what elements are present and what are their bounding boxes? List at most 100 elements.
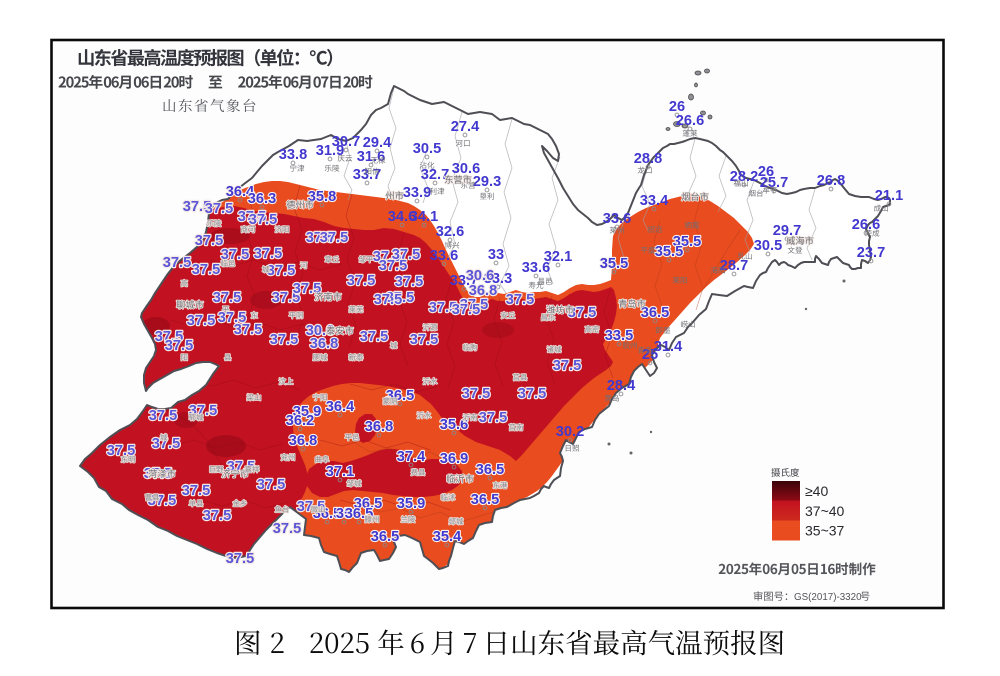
svg-text:35.5: 35.5 — [673, 234, 701, 250]
svg-text:27.4: 27.4 — [451, 119, 480, 135]
svg-text:37.5: 37.5 — [234, 322, 262, 338]
svg-text:37.5: 37.5 — [152, 436, 180, 452]
svg-text:35: 35 — [336, 506, 352, 522]
svg-text:37.5: 37.5 — [460, 297, 488, 313]
svg-text:37.5: 37.5 — [374, 292, 402, 308]
svg-text:28.2: 28.2 — [730, 169, 758, 185]
svg-text:35~37: 35~37 — [805, 523, 845, 539]
svg-text:28.8: 28.8 — [634, 151, 662, 167]
svg-text:26.6: 26.6 — [852, 217, 880, 233]
svg-text:35.8: 35.8 — [308, 189, 336, 205]
svg-text:33.8: 33.8 — [279, 147, 307, 163]
svg-text:33.5: 33.5 — [605, 328, 633, 344]
svg-text:26.6: 26.6 — [676, 113, 704, 129]
svg-text:37.5: 37.5 — [568, 305, 596, 321]
svg-text:31.6: 31.6 — [357, 149, 385, 165]
svg-text:30.6: 30.6 — [452, 161, 480, 177]
svg-text:36.8: 36.8 — [365, 419, 393, 435]
svg-text:37.5: 37.5 — [452, 302, 480, 318]
svg-text:32.1: 32.1 — [544, 249, 572, 265]
svg-text:34.6: 34.6 — [388, 209, 416, 225]
svg-text:37.5: 37.5 — [320, 230, 348, 246]
svg-text:37.5: 37.5 — [249, 212, 277, 228]
svg-text:30.6: 30.6 — [466, 268, 494, 284]
svg-text:35.6: 35.6 — [440, 417, 468, 433]
svg-text:29.4: 29.4 — [363, 135, 392, 151]
svg-text:36.8: 36.8 — [469, 283, 497, 299]
svg-text:37.5: 37.5 — [257, 477, 285, 493]
svg-text:≥40: ≥40 — [805, 483, 828, 499]
svg-text:33.6: 33.6 — [603, 211, 631, 227]
svg-text:28.7: 28.7 — [720, 258, 748, 274]
svg-text:37.5: 37.5 — [218, 310, 246, 326]
svg-text:37.5: 37.5 — [203, 508, 231, 524]
svg-text:31.4: 31.4 — [654, 339, 683, 355]
svg-text:37.5: 37.5 — [187, 313, 215, 329]
svg-text:33: 33 — [488, 247, 504, 263]
svg-text:35.5: 35.5 — [655, 244, 683, 260]
svg-text:25: 25 — [642, 347, 658, 363]
svg-text:34.1: 34.1 — [410, 209, 438, 225]
svg-text:37.5: 37.5 — [306, 230, 334, 246]
svg-text:37.5: 37.5 — [386, 290, 414, 306]
svg-text:37.5: 37.5 — [205, 201, 233, 217]
svg-text:36.5: 36.5 — [476, 462, 504, 478]
svg-text:33.6: 33.6 — [522, 260, 550, 276]
svg-text:36.5: 36.5 — [471, 492, 499, 508]
svg-text:21.1: 21.1 — [875, 188, 903, 204]
svg-text:37.5: 37.5 — [429, 300, 457, 316]
svg-text:37.5: 37.5 — [273, 521, 301, 537]
svg-text:37.5: 37.5 — [183, 199, 211, 215]
svg-text:35.9: 35.9 — [293, 404, 321, 420]
svg-text:26: 26 — [669, 99, 685, 115]
svg-text:37.5: 37.5 — [221, 247, 249, 263]
svg-text:37.5: 37.5 — [254, 246, 282, 262]
svg-text:37.5: 37.5 — [506, 292, 534, 308]
svg-text:37.5: 37.5 — [553, 358, 581, 374]
svg-text:37.5: 37.5 — [392, 247, 420, 263]
svg-text:33.4: 33.4 — [640, 193, 669, 209]
svg-text:36.5: 36.5 — [354, 496, 382, 512]
svg-text:33.3: 33.3 — [484, 271, 512, 287]
svg-text:37.5: 37.5 — [347, 273, 375, 289]
svg-text:37.5: 37.5 — [373, 249, 401, 265]
svg-text:37.5: 37.5 — [226, 551, 254, 567]
svg-text:29.7: 29.7 — [773, 223, 801, 239]
svg-text:35.4: 35.4 — [433, 529, 462, 545]
svg-text:30.7: 30.7 — [332, 134, 360, 150]
svg-text:GS(2017)-3320: GS(2017)-3320 — [794, 592, 862, 603]
svg-text:32.6: 32.6 — [436, 224, 464, 240]
svg-text:37.5: 37.5 — [195, 233, 223, 249]
svg-text:35.5: 35.5 — [600, 256, 628, 272]
svg-text:37.5: 37.5 — [410, 332, 438, 348]
svg-text:29.3: 29.3 — [473, 174, 501, 190]
svg-text:37.5: 37.5 — [155, 329, 183, 345]
svg-text:33.7: 33.7 — [450, 273, 478, 289]
svg-text:36.5: 36.5 — [371, 529, 399, 545]
svg-text:25.7: 25.7 — [760, 175, 788, 191]
svg-text:37.5: 37.5 — [182, 483, 210, 499]
svg-text:30.5: 30.5 — [413, 141, 441, 157]
svg-text:36.8: 36.8 — [310, 336, 338, 352]
svg-text:37.4: 37.4 — [397, 449, 426, 465]
svg-text:37.5: 37.5 — [360, 329, 388, 345]
svg-text:36.9: 36.9 — [440, 451, 468, 467]
svg-text:37.5: 37.5 — [395, 274, 423, 290]
svg-text:33.9: 33.9 — [403, 185, 431, 201]
svg-text:32.7: 32.7 — [421, 167, 449, 183]
svg-text:37.5: 37.5 — [462, 386, 490, 402]
svg-text:37.5: 37.5 — [192, 262, 220, 278]
svg-text:37.5: 37.5 — [479, 410, 507, 426]
svg-text:37~40: 37~40 — [805, 503, 845, 519]
svg-text:30.5: 30.5 — [754, 238, 782, 254]
svg-text:37.5: 37.5 — [272, 290, 300, 306]
svg-text:37.5: 37.5 — [238, 209, 266, 225]
svg-text:37.5: 37.5 — [379, 258, 407, 274]
svg-text:33.7: 33.7 — [353, 167, 381, 183]
svg-text:26.8: 26.8 — [817, 173, 845, 189]
svg-text:37.1: 37.1 — [326, 464, 354, 480]
svg-text:36.4: 36.4 — [326, 399, 355, 415]
svg-text:36.5: 36.5 — [641, 305, 669, 321]
svg-text:35.9: 35.9 — [397, 496, 425, 512]
svg-text:36.8: 36.8 — [289, 433, 317, 449]
